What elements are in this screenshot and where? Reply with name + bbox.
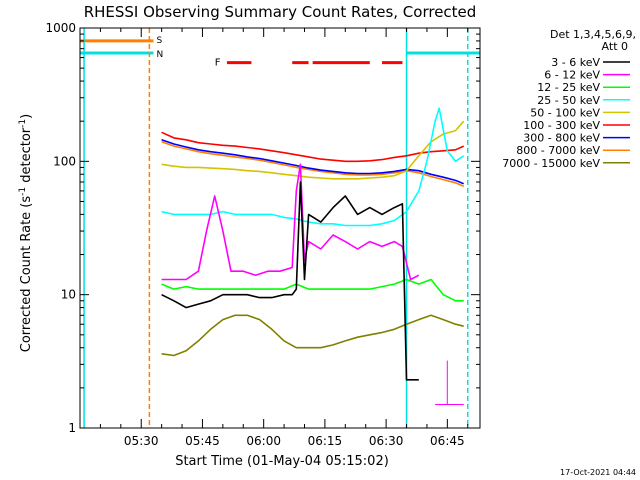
legend-label-1: 6 - 12 keV	[544, 69, 600, 82]
y-axis-label: Corrected Count Rate (s-1 detector-1)	[18, 114, 34, 352]
series-line-4	[161, 120, 465, 180]
x-tick-label-0615: 06:15	[308, 434, 343, 448]
series-line-2	[161, 278, 464, 302]
state-label-n: N	[156, 50, 163, 60]
y-axis-label-mid: detector	[19, 127, 34, 187]
x-tick-label-0545: 05:45	[185, 434, 220, 448]
series-line-3	[161, 107, 465, 227]
series-line-1	[161, 163, 420, 281]
series-line-5	[161, 131, 465, 163]
legend-label-6: 300 - 800 keV	[523, 132, 600, 145]
x-tick-label-0645: 06:45	[430, 434, 465, 448]
x-tick-label-0600: 06:00	[246, 434, 281, 448]
y-tick-label-1: 1	[68, 421, 76, 435]
legend-header-line1: Det 1,3,4,5,6,9,	[550, 28, 636, 41]
y-axis-label-main: Corrected Count Rate (s	[19, 196, 34, 353]
legend-label-5: 100 - 300 keV	[523, 119, 600, 132]
flare-label: F	[215, 58, 221, 69]
y-axis-label-end: )	[19, 114, 34, 119]
legend-label-8: 7000 - 15000 keV	[502, 157, 600, 170]
x-tick-label-0630: 06:30	[369, 434, 404, 448]
state-label-s: S	[156, 36, 162, 46]
series-line-0	[161, 181, 419, 381]
series-line-7	[161, 141, 465, 188]
chart-title: RHESSI Observing Summary Count Rates, Co…	[84, 3, 477, 21]
plot-area: SN F	[80, 28, 480, 428]
legend-label-2: 12 - 25 keV	[537, 81, 600, 94]
y-axis-label-sup2: -1	[18, 119, 28, 128]
x-axis-label: Start Time (01-May-04 05:15:02)	[175, 454, 389, 469]
footer-date: 17-Oct-2021 04:44	[560, 468, 636, 477]
y-tick-label-100: 100	[53, 154, 76, 168]
series-line-8	[161, 314, 464, 357]
legend-header-line2: Att 0	[602, 40, 628, 53]
y-axis-label-sup1: -1	[18, 187, 28, 196]
legend-label-0: 3 - 6 keV	[551, 56, 600, 69]
legend-label-7: 800 - 7000 keV	[516, 144, 600, 157]
legend-label-3: 25 - 50 keV	[537, 94, 600, 107]
y-tick-label-1000: 1000	[45, 21, 76, 35]
plot-frame	[79, 27, 481, 429]
legend-label-4: 50 - 100 keV	[530, 106, 600, 119]
x-tick-label-0530: 05:30	[124, 434, 159, 448]
series-line-6	[161, 139, 464, 185]
y-tick-label-10: 10	[61, 288, 76, 302]
